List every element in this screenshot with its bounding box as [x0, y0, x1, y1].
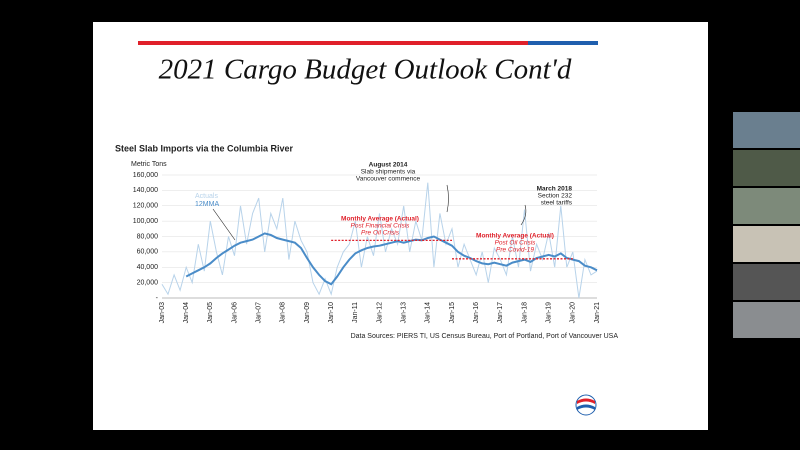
annotation-text: Vancouver commence [356, 176, 421, 183]
reference-note: Post Oil Crisis [495, 240, 537, 247]
annotation-pointer [446, 184, 449, 213]
x-tick-label: Jan-13 [401, 302, 408, 324]
x-tick-label: Jan-17 [497, 302, 504, 324]
x-tick-label: Jan-08 [280, 302, 287, 324]
x-tick-label: Jan-04 [183, 302, 190, 324]
annotation-title: August 2014 [369, 162, 408, 169]
series-line [185, 232, 598, 286]
legend-entry: 12MMA [195, 201, 219, 208]
y-tick-label: 100,000 [133, 218, 158, 225]
source: Data Sources: PIERS TI, US Census Bureau… [351, 333, 619, 340]
x-tick-label: Jan-11 [352, 302, 359, 323]
reference-note: Pre Oil Crisis [361, 230, 400, 237]
slide-bar-blue [528, 41, 598, 45]
x-tick-label: Jan-16 [473, 302, 480, 324]
x-tick-label: Jan-14 [425, 302, 432, 324]
reference-label: Monthly Average (Actual) [341, 216, 419, 223]
x-tick-label: Jan-21 [594, 302, 601, 324]
logo [575, 394, 597, 416]
x-tick-label: Jan-03 [159, 302, 166, 324]
x-tick-label: Jan-12 [376, 302, 383, 324]
slide-title: 2021 Cargo Budget Outlook Cont'd [159, 54, 572, 86]
x-tick-label: Jan-10 [328, 302, 335, 324]
annotation-title: March 2018 [537, 186, 573, 193]
annotation-text: steel tariffs [541, 200, 573, 207]
x-tick-label: Jan-09 [304, 302, 311, 324]
y-tick-label: 160,000 [133, 172, 158, 179]
x-tick-label: Jan-06 [231, 302, 238, 324]
reference-label: Monthly Average (Actual) [476, 233, 554, 240]
chart-title: Steel Slab Imports via the Columbia Rive… [115, 143, 294, 153]
y-axis-label: Metric Tons [131, 161, 167, 168]
x-tick-label: Jan-18 [521, 302, 528, 324]
reference-note: Pre Covid-19 [496, 247, 534, 254]
y-tick-label: 60,000 [137, 249, 159, 256]
x-tick-label: Jan-19 [546, 302, 553, 324]
annotation-text: Section 232 [538, 193, 573, 200]
reference-note: Post Financial Crisis [351, 223, 411, 230]
y-tick-label: 80,000 [137, 233, 159, 240]
annotation-text: Slab shipments via [361, 169, 416, 176]
x-tick-label: Jan-05 [207, 302, 214, 324]
y-tick-label: 40,000 [137, 264, 159, 271]
y-tick-label: 20,000 [137, 279, 159, 286]
y-tick-label: 140,000 [133, 187, 158, 194]
legend-entry: Actuals [195, 193, 218, 200]
video-thumbnails [733, 112, 800, 338]
series-line [161, 182, 598, 299]
y-tick-label: - [156, 295, 159, 302]
annotation-pointer [520, 204, 527, 226]
legend-pointer [212, 208, 236, 241]
slide-bar-red [138, 41, 528, 45]
x-tick-label: Jan-20 [570, 302, 577, 324]
x-tick-label: Jan-15 [449, 302, 456, 324]
y-tick-label: 120,000 [133, 203, 158, 210]
x-tick-label: Jan-07 [256, 302, 263, 324]
